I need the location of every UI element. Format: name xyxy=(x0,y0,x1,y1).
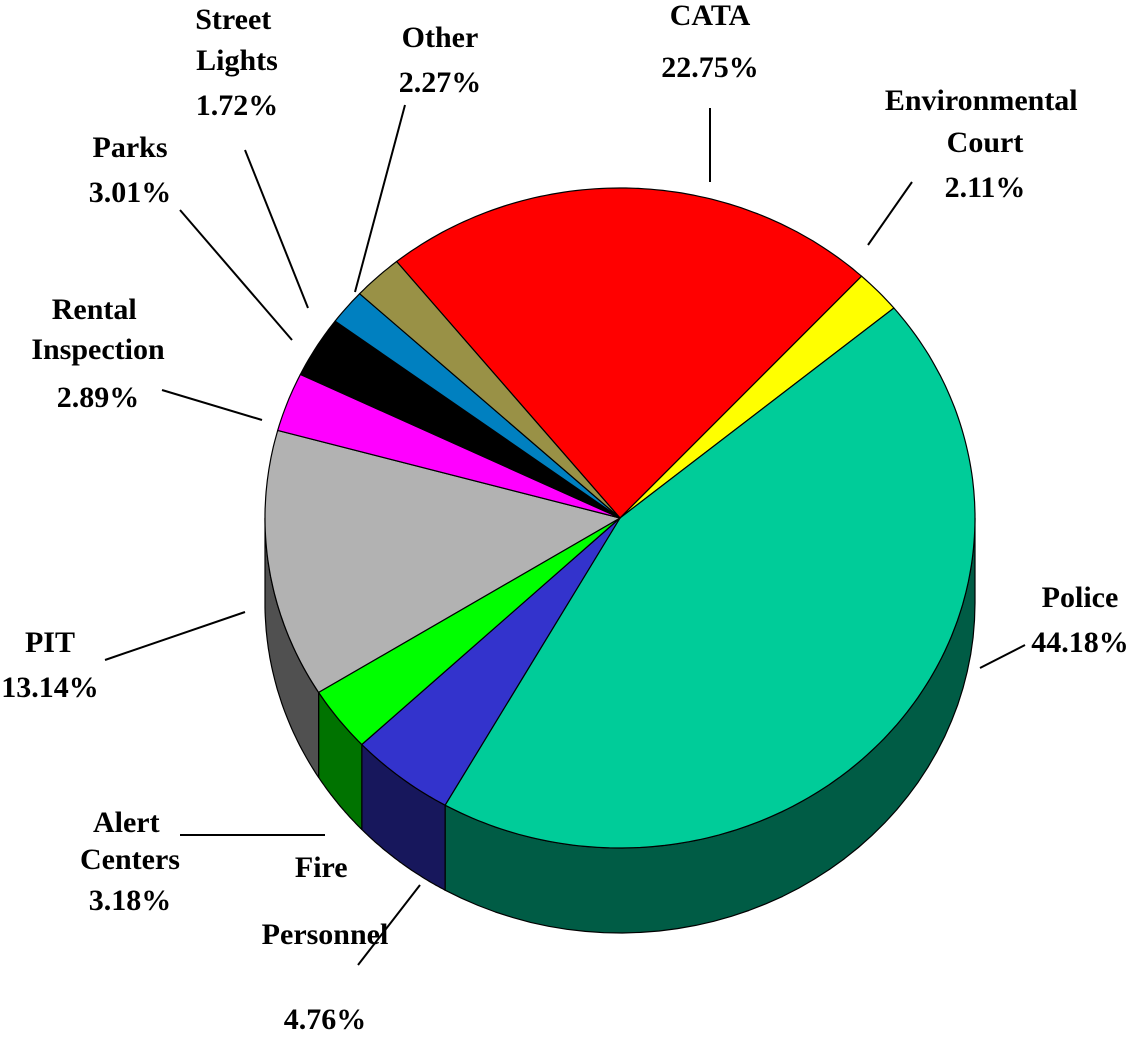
value-label: 13.14% xyxy=(1,671,99,704)
slice-label: Rental Inspection xyxy=(31,293,165,366)
slice-label: Parks xyxy=(93,131,168,164)
leader-line xyxy=(161,389,263,421)
slice xyxy=(444,307,976,849)
slice-label: Street Lights xyxy=(195,3,279,77)
slice-label: Police xyxy=(1042,581,1119,614)
slice-label: PIT xyxy=(25,626,75,659)
leader-line xyxy=(357,884,421,966)
value-label: 22.75% xyxy=(661,51,759,84)
slice-label: Environmental Court xyxy=(885,84,1085,159)
slice-label: Other xyxy=(402,21,479,54)
value-label: 2.11% xyxy=(945,171,1026,204)
slice xyxy=(361,517,621,806)
slice xyxy=(277,373,621,519)
value-label: 3.18% xyxy=(89,884,172,917)
value-label: 1.72% xyxy=(196,89,279,122)
slice-label: Alert Centers xyxy=(80,806,180,876)
value-label: 2.27% xyxy=(399,66,482,99)
slice xyxy=(396,187,863,519)
leader-line xyxy=(104,611,246,661)
slice xyxy=(359,260,621,519)
leader-line xyxy=(354,104,406,293)
slice xyxy=(299,320,621,519)
value-label: 3.01% xyxy=(89,176,172,209)
value-label: 44.18% xyxy=(1031,626,1129,659)
leader-line xyxy=(244,149,309,309)
slice-label: Fire Personnel xyxy=(262,851,389,951)
leader-line xyxy=(979,644,1026,669)
slice xyxy=(318,517,621,746)
slice xyxy=(619,275,895,519)
slice-label: CATA xyxy=(670,0,751,32)
value-label: 4.76% xyxy=(284,1003,367,1036)
slice xyxy=(334,293,621,519)
value-label: 2.89% xyxy=(57,381,140,414)
leader-line xyxy=(867,181,913,246)
leader-line xyxy=(179,209,293,341)
